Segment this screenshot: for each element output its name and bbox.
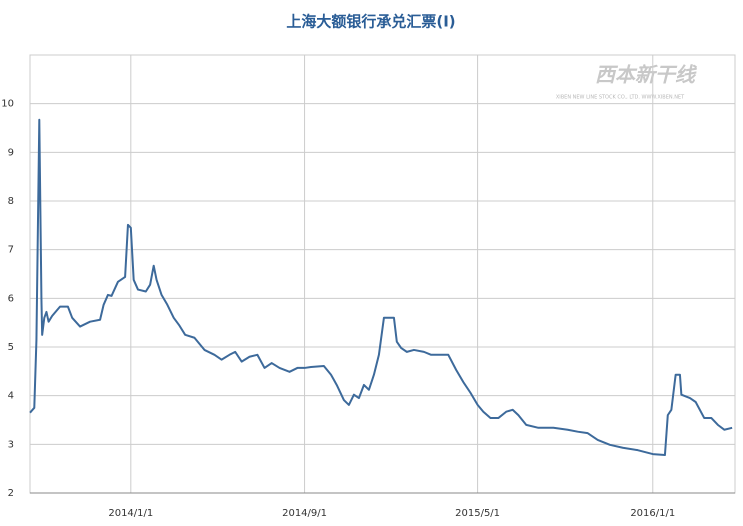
- chart-title: 上海大额银行承兑汇票(Ⅰ): [286, 13, 455, 31]
- y-tick-label: 7: [8, 245, 14, 256]
- x-tick-label: 2015/5/1: [455, 508, 500, 519]
- y-tick-label: 8: [8, 196, 14, 207]
- y-tick-label: 4: [8, 391, 14, 402]
- y-tick-label: 5: [8, 342, 14, 353]
- x-tick-label: 2016/1/1: [630, 508, 675, 519]
- y-tick-label: 2: [8, 488, 14, 499]
- x-tick-label: 2014/1/1: [108, 508, 153, 519]
- watermark: 西本新干线: [595, 63, 698, 87]
- y-tick-label: 6: [8, 293, 14, 304]
- line-series: [29, 118, 733, 457]
- x-tick-label: 2014/9/1: [282, 508, 327, 519]
- y-tick-label: 3: [8, 439, 14, 450]
- watermark-sub: XIBEN NEW LINE STOCK CO., LTD. WWW.XIBEN…: [556, 95, 685, 101]
- plot-frame: [29, 54, 736, 494]
- y-tick-label: 10: [1, 99, 14, 110]
- y-tick-label: 9: [8, 147, 14, 158]
